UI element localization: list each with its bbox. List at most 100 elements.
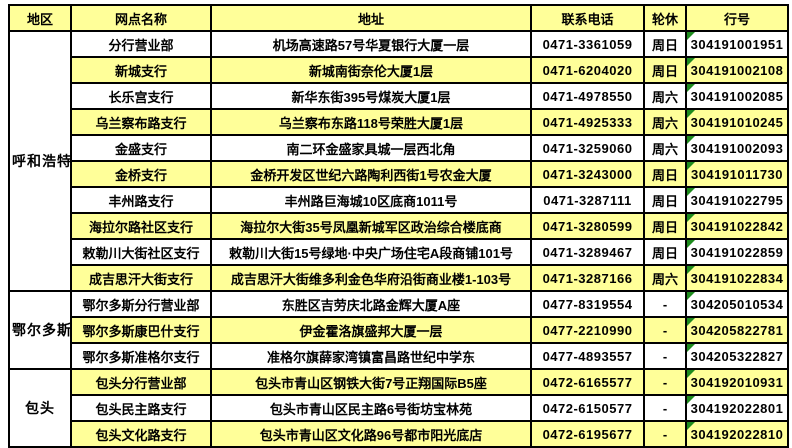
bank-number-cell: 304191022795 (685, 186, 789, 214)
bank-number-cell: 304191002085 (685, 82, 789, 110)
cell-error-indicator-icon (688, 423, 695, 430)
bank-number-cell: 304192022801 (685, 394, 789, 422)
cell-error-indicator-icon (688, 267, 695, 274)
bank-number-text: 304192010931 (690, 374, 784, 390)
phone-cell: 0472-6195677 (530, 420, 645, 448)
address-cell: 东胜区吉劳庆北路金辉大厦A座 (210, 290, 532, 318)
table-row: 乌兰察布路支行 乌兰察布东路118号荣胜大厦1层 0471-4925333 周六 304… (9, 108, 789, 136)
address-cell: 包头市青山区民主路6号街坊宝林苑 (210, 394, 532, 422)
cell-error-indicator-icon (688, 319, 695, 326)
bank-number-text: 304192022801 (690, 400, 784, 416)
bank-number-cell: 304191002108 (685, 56, 789, 84)
phone-cell: 0471-3287111 (530, 186, 645, 214)
cell-error-indicator-icon (688, 345, 695, 352)
cell-error-indicator-icon (688, 33, 695, 40)
cell-error-indicator-icon (688, 293, 695, 300)
table-row: 长乐宫支行 新华东街395号煤炭大厦1层 0471-4978550 周六 3041910… (9, 82, 789, 110)
dayoff-cell: - (643, 368, 687, 396)
phone-cell: 0471-6204020 (530, 56, 645, 84)
phone-cell: 0472-6165577 (530, 368, 645, 396)
bank-number-cell: 304191022842 (685, 212, 789, 240)
bank-number-cell: 304205010534 (685, 290, 789, 318)
header-bankno: 行号 (685, 4, 789, 32)
bank-number-text: 304191022834 (690, 270, 784, 286)
cell-error-indicator-icon (688, 85, 695, 92)
phone-cell: 0471-3243000 (530, 160, 645, 188)
address-cell: 伊金霍洛旗盛邦大厦一层 (210, 316, 532, 344)
branch-name-cell: 包头分行营业部 (70, 368, 212, 396)
bank-number-cell: 304192022810 (685, 420, 789, 448)
bank-number-cell: 304191001951 (685, 30, 789, 58)
table-row: 包头 包头分行营业部 包头市青山区钢铁大街7号正翔国际B5座 0472-6165577… (8, 368, 789, 448)
dayoff-cell: 周六 (643, 264, 687, 292)
cell-error-indicator-icon (688, 59, 695, 66)
dayoff-cell: 周日 (643, 212, 687, 240)
cell-error-indicator-icon (688, 137, 695, 144)
table-row: 包头民主路支行 包头市青山区民主路6号街坊宝林苑 0472-6150577-3041… (9, 394, 789, 422)
bank-number-text: 304205010534 (690, 296, 784, 312)
cell-error-indicator-icon (688, 111, 695, 118)
header-branch: 网点名称 (70, 4, 212, 32)
bank-number-text: 304192022810 (690, 426, 784, 442)
table-row: 呼和浩特 分行营业部 机场高速路57号华夏银行大厦一层 0471-3361059 周日 3… (8, 30, 789, 292)
bank-number-cell: 304191022834 (685, 264, 789, 292)
table-row: 鄂尔多斯康巴什支行 伊金霍洛旗盛邦大厦一层 0477-2210990-3042058… (9, 316, 789, 344)
table-body: 呼和浩特 分行营业部 机场高速路57号华夏银行大厦一层 0471-3361059 周日 3… (8, 30, 789, 448)
address-cell: 丰州路巨海城10区底商1011号 (210, 186, 532, 214)
bank-number-text: 304205822781 (690, 322, 784, 338)
address-cell: 乌兰察布东路118号荣胜大厦1层 (210, 108, 532, 136)
table-row: 金桥支行 金桥开发区世纪六路陶利西街1号农金大厦 0471-3243000 周日 304… (9, 160, 789, 188)
branch-name-cell: 鄂尔多斯康巴什支行 (70, 316, 212, 344)
branch-name-cell: 丰州路支行 (70, 186, 212, 214)
address-cell: 准格尔旗薛家湾镇富昌路世纪中学东 (210, 342, 532, 370)
dayoff-cell: - (643, 420, 687, 448)
dayoff-cell: 周六 (643, 82, 687, 110)
region-cell: 包头 (8, 368, 72, 448)
phone-cell: 0471-3289467 (530, 238, 645, 266)
bank-number-text: 304205322827 (690, 348, 784, 364)
table-row: 敕勒川大街社区支行 敕勒川大街15号绿地·中央广场住宅A段商铺101号 0471-3… (9, 238, 789, 266)
bank-number-text: 304191001951 (690, 36, 784, 52)
branch-name-cell: 包头文化路支行 (70, 420, 212, 448)
phone-cell: 0472-6150577 (530, 394, 645, 422)
dayoff-cell: - (643, 290, 687, 318)
address-cell: 机场高速路57号华夏银行大厦一层 (210, 30, 532, 58)
cell-error-indicator-icon (688, 241, 695, 248)
bank-number-cell: 304191011730 (685, 160, 789, 188)
cell-error-indicator-icon (688, 397, 695, 404)
phone-cell: 0471-3259060 (530, 134, 645, 162)
bank-number-text: 304191002085 (690, 88, 784, 104)
table-row: 新城支行 新城南街奈伦大厦1层 0471-6204020 周日 304191002108 (9, 56, 789, 84)
dayoff-cell: - (643, 316, 687, 344)
phone-cell: 0471-3287166 (530, 264, 645, 292)
phone-cell: 0477-2210990 (530, 316, 645, 344)
phone-cell: 0477-8319554 (530, 290, 645, 318)
address-cell: 成吉思汗大街维多利金色华府沿街商业楼1-103号 (210, 264, 532, 292)
address-cell: 新华东街395号煤炭大厦1层 (210, 82, 532, 110)
bank-number-text: 304191022859 (690, 244, 784, 260)
table-row: 成吉思汗大街支行 成吉思汗大街维多利金色华府沿街商业楼1-103号 0471-328… (9, 264, 789, 292)
dayoff-cell: 周六 (643, 108, 687, 136)
dayoff-cell: 周日 (643, 238, 687, 266)
dayoff-cell: 周日 (643, 56, 687, 84)
dayoff-cell: 周六 (643, 134, 687, 162)
table-row: 海拉尔路社区支行 海拉尔大街35号凤凰新城军区政治综合楼底商 0471-328059… (9, 212, 789, 240)
branch-table-container: 地区 网点名称 地址 联系电话 轮休 行号 呼和浩特 分行营业部 机场高速路57号华… (8, 4, 789, 448)
address-cell: 包头市青山区钢铁大街7号正翔国际B5座 (210, 368, 532, 396)
address-cell: 南二环金盛家具城一层西北角 (210, 134, 532, 162)
bank-number-text: 304191002093 (690, 140, 784, 156)
branch-name-cell: 金盛支行 (70, 134, 212, 162)
region-cell: 鄂尔多斯 (8, 290, 72, 370)
bank-number-cell: 304191010245 (685, 108, 789, 136)
bank-number-text: 304191022795 (690, 192, 784, 208)
branch-name-cell: 鄂尔多斯分行营业部 (70, 290, 212, 318)
branch-name-cell: 新城支行 (70, 56, 212, 84)
bank-number-cell: 304192010931 (685, 368, 789, 396)
table-row: 金盛支行 南二环金盛家具城一层西北角 0471-3259060 周六 304191002… (9, 134, 789, 162)
branch-name-cell: 分行营业部 (70, 30, 212, 58)
bank-number-cell: 304191022859 (685, 238, 789, 266)
branch-name-cell: 乌兰察布路支行 (70, 108, 212, 136)
branch-name-cell: 金桥支行 (70, 160, 212, 188)
dayoff-cell: 周日 (643, 186, 687, 214)
branch-table: 地区 网点名称 地址 联系电话 轮休 行号 呼和浩特 分行营业部 机场高速路57号华… (8, 4, 789, 448)
